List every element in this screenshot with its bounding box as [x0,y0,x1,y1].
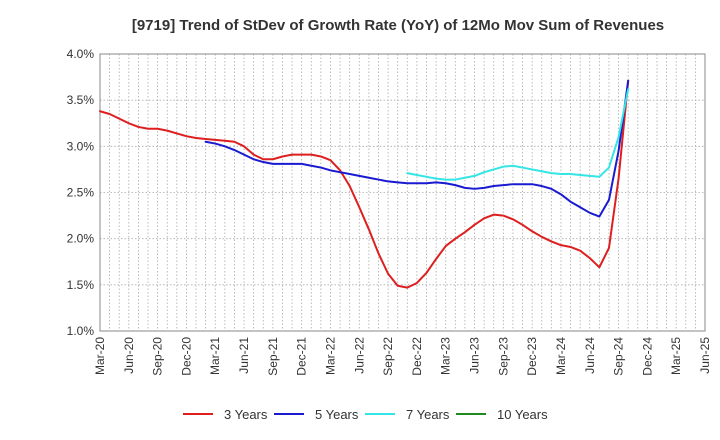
y-axis-ticks: 1.0% 1.5% 2.0% 2.5% 3.0% 3.5% 4.0% [67,47,95,338]
x-tick-label: Sep-22 [381,337,395,376]
x-tick-label: Mar-21 [208,337,222,375]
y-tick-label: 2.5% [67,186,95,200]
x-tick-label: Jun-22 [352,337,366,374]
x-tick-label: Sep-23 [496,337,510,376]
x-tick-label: Dec-21 [295,337,309,376]
y-tick-label: 1.5% [67,278,95,292]
x-tick-label: Mar-25 [669,337,683,375]
x-tick-label: Mar-24 [554,337,568,375]
x-tick-label: Sep-21 [266,337,280,376]
y-tick-label: 3.0% [67,139,95,153]
x-tick-label: Mar-22 [323,337,337,375]
grid-lines [100,54,705,331]
series-lines [99,79,630,289]
x-tick-label: Sep-24 [612,337,626,376]
series-line-5-years [204,79,630,218]
x-tick-label: Dec-22 [410,337,424,376]
x-tick-label: Sep-20 [151,337,165,376]
legend: 3 Years 5 Years 7 Years 10 Years [183,407,548,422]
x-tick-label: Mar-20 [93,337,107,375]
legend-label-5-years: 5 Years [315,407,359,422]
y-tick-label: 2.0% [67,232,95,246]
x-tick-label: Jun-23 [468,337,482,374]
x-tick-label: Dec-24 [640,337,654,376]
legend-label-10-years: 10 Years [497,407,548,422]
legend-label-3-years: 3 Years [224,407,268,422]
x-axis-ticks: Mar-20 Jun-20 Sep-20 Dec-20 Mar-21 Jun-21 Sep-… [93,337,712,376]
x-tick-label: Jun-20 [122,337,136,374]
series-line-3-years [99,79,630,289]
x-tick-label: Dec-23 [525,337,539,376]
x-tick-label: Jun-21 [237,337,251,374]
chart-title: [9719] Trend of StDev of Growth Rate (Yo… [132,17,664,34]
legend-label-7-years: 7 Years [406,407,450,422]
x-tick-label: Dec-20 [179,337,193,376]
series-line-7-years [406,88,630,181]
y-tick-label: 3.5% [67,93,95,107]
y-tick-label: 1.0% [67,324,95,338]
x-tick-label: Jun-24 [583,337,597,374]
x-tick-label: Jun-25 [698,337,712,374]
plot-border [99,53,706,332]
y-tick-label: 4.0% [67,47,95,61]
x-tick-label: Mar-23 [439,337,453,375]
